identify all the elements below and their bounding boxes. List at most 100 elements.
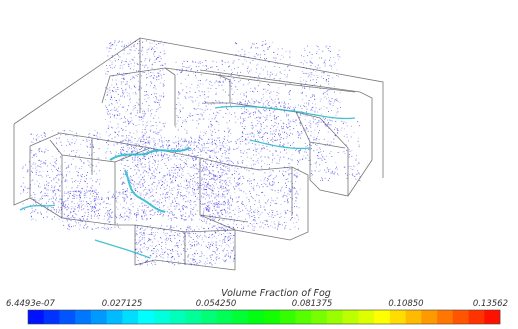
fog-particle bbox=[245, 193, 247, 195]
fog-particle bbox=[110, 152, 112, 154]
fog-particle bbox=[176, 146, 177, 148]
fog-particle bbox=[129, 73, 130, 75]
fog-particle bbox=[207, 163, 208, 165]
fog-particle bbox=[278, 223, 279, 225]
fog-particle bbox=[239, 141, 241, 142]
fog-particle bbox=[266, 71, 268, 73]
fog-particle bbox=[210, 203, 212, 204]
fog-particle bbox=[228, 112, 230, 114]
fog-particle bbox=[259, 214, 261, 216]
fog-particle bbox=[162, 44, 164, 46]
fog-particle bbox=[127, 63, 129, 65]
fog-particle bbox=[116, 217, 118, 219]
fog-particle bbox=[65, 207, 67, 209]
fog-particle bbox=[274, 135, 275, 137]
fog-particle bbox=[244, 128, 246, 130]
fog-particle bbox=[210, 215, 212, 217]
fog-particle bbox=[176, 205, 178, 207]
fog-particle bbox=[217, 195, 219, 197]
fog-particle bbox=[162, 215, 164, 217]
fog-particle bbox=[137, 183, 139, 185]
fog-particle bbox=[256, 223, 258, 224]
fog-particle bbox=[250, 206, 252, 208]
fog-particle bbox=[190, 258, 192, 259]
fog-particle bbox=[195, 158, 197, 160]
fog-particle bbox=[151, 234, 153, 235]
fog-particle bbox=[65, 217, 67, 219]
fog-particle bbox=[273, 182, 275, 184]
fog-particle bbox=[320, 84, 321, 86]
fog-particle bbox=[157, 204, 159, 206]
fog-particle bbox=[323, 73, 325, 75]
fog-particle bbox=[233, 258, 235, 260]
fog-particle bbox=[293, 107, 295, 108]
fog-particle bbox=[231, 88, 233, 90]
fog-particle bbox=[124, 118, 126, 119]
fog-particle bbox=[180, 71, 181, 73]
fog-particle bbox=[240, 152, 242, 154]
fog-particle bbox=[194, 229, 195, 231]
fog-particle bbox=[292, 133, 293, 135]
fog-particle bbox=[117, 201, 119, 203]
fog-particle bbox=[188, 66, 190, 68]
fog-particle bbox=[40, 174, 42, 176]
fog-particle bbox=[227, 224, 229, 225]
fog-particle bbox=[251, 196, 253, 198]
fog-particle bbox=[238, 211, 240, 213]
fog-particle bbox=[339, 92, 341, 94]
fog-particle bbox=[272, 217, 274, 218]
fog-particle bbox=[224, 248, 225, 250]
fog-particle bbox=[60, 198, 62, 200]
fog-particle bbox=[138, 144, 139, 146]
fog-particle bbox=[196, 70, 198, 72]
fog-particle bbox=[314, 111, 316, 113]
fog-particle bbox=[203, 196, 205, 198]
fog-particle bbox=[178, 169, 180, 171]
fog-particle bbox=[188, 229, 190, 231]
fog-particle bbox=[228, 203, 229, 205]
fog-particle bbox=[56, 163, 58, 165]
fog-particle bbox=[198, 136, 200, 138]
fog-particle bbox=[174, 154, 175, 155]
fog-particle bbox=[184, 147, 186, 149]
fog-particle bbox=[267, 200, 269, 202]
fog-particle bbox=[152, 201, 154, 203]
fog-particle bbox=[234, 255, 235, 257]
fog-particle bbox=[278, 221, 280, 223]
fog-particle bbox=[96, 194, 98, 195]
fog-particle bbox=[338, 49, 340, 51]
fog-particle bbox=[309, 61, 311, 63]
fog-particle bbox=[114, 97, 115, 98]
fog-particle bbox=[171, 148, 172, 150]
fog-particle bbox=[54, 209, 55, 211]
fog-particle bbox=[250, 69, 252, 71]
fog-particle bbox=[315, 103, 316, 105]
fog-particle bbox=[300, 137, 302, 139]
fog-particle bbox=[218, 215, 220, 217]
fog-particle bbox=[134, 105, 136, 106]
fog-particle bbox=[208, 227, 209, 229]
fog-particle bbox=[134, 146, 136, 148]
fog-particle bbox=[69, 171, 71, 173]
fog-particle bbox=[149, 210, 151, 212]
fog-particle bbox=[238, 188, 240, 190]
fog-particle bbox=[255, 112, 256, 114]
fog-particle bbox=[237, 184, 239, 186]
fog-particle bbox=[296, 177, 298, 178]
fog-particle bbox=[151, 194, 153, 196]
fog-particle bbox=[236, 164, 238, 166]
fog-particle bbox=[142, 212, 144, 214]
fog-particle bbox=[215, 232, 217, 234]
fog-particle bbox=[92, 193, 94, 194]
fog-particle bbox=[265, 125, 267, 127]
fog-particle bbox=[166, 158, 168, 159]
fog-particle bbox=[169, 178, 171, 180]
fog-particle bbox=[287, 115, 289, 117]
fog-particle bbox=[280, 73, 282, 75]
fog-particle bbox=[187, 61, 189, 62]
fog-particle bbox=[213, 185, 215, 187]
fog-particle bbox=[159, 60, 161, 62]
fog-particle bbox=[196, 235, 197, 237]
fog-particle bbox=[129, 217, 130, 219]
fog-particle bbox=[235, 185, 237, 187]
